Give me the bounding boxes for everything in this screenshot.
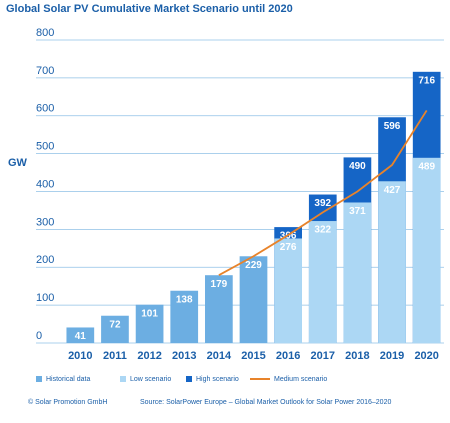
value-label: 427 xyxy=(384,185,401,196)
y-tick-label: 700 xyxy=(36,65,54,77)
line xyxy=(218,109,428,276)
bar xyxy=(308,221,337,343)
value-label: 179 xyxy=(211,279,228,290)
value-label: 371 xyxy=(349,206,366,217)
value-label: 138 xyxy=(176,294,193,305)
legend-swatch xyxy=(186,376,192,382)
value-label: 490 xyxy=(349,161,366,172)
value-label: 101 xyxy=(141,308,158,319)
bar xyxy=(66,327,95,343)
value-label: 489 xyxy=(418,161,435,172)
x-tick-label: 2013 xyxy=(172,350,196,362)
chart-title: Global Solar PV Cumulative Market Scenar… xyxy=(6,3,293,15)
x-tick-label: 2018 xyxy=(345,350,369,362)
y-tick-label: 800 xyxy=(36,27,54,39)
legend-label: Medium scenario xyxy=(274,376,327,383)
y-tick-label: 0 xyxy=(36,330,42,342)
x-tick-label: 2019 xyxy=(380,350,404,362)
bar xyxy=(170,290,199,343)
y-tick-label: 400 xyxy=(36,178,54,190)
value-label: 322 xyxy=(314,225,331,236)
y-axis-label: GW xyxy=(8,157,28,169)
y-tick-label: 600 xyxy=(36,103,54,115)
bar xyxy=(239,256,268,343)
value-label: 716 xyxy=(418,75,435,86)
x-tick-label: 2014 xyxy=(207,350,232,362)
value-label: 229 xyxy=(245,260,262,271)
x-tick-label: 2010 xyxy=(68,350,92,362)
y-tick-label: 100 xyxy=(36,292,54,304)
footer-credit: © Solar Promotion GmbH xyxy=(28,398,107,406)
value-label: 596 xyxy=(384,121,401,132)
y-tick-label: 500 xyxy=(36,141,54,153)
y-tick-label: 300 xyxy=(36,216,54,228)
bar xyxy=(274,238,302,343)
value-label: 72 xyxy=(109,319,121,330)
legend-swatch xyxy=(36,376,42,382)
value-label: 392 xyxy=(314,198,331,209)
y-tick-label: 200 xyxy=(36,254,54,266)
bar xyxy=(412,157,441,343)
value-label: 276 xyxy=(280,242,297,253)
bar xyxy=(378,181,406,343)
legend-swatch xyxy=(120,376,126,382)
x-tick-label: 2011 xyxy=(103,350,127,362)
bar xyxy=(205,275,233,343)
legend-label: Historical data xyxy=(46,376,90,383)
value-label: 41 xyxy=(75,331,87,342)
x-tick-label: 2012 xyxy=(137,350,161,362)
legend-label: High scenario xyxy=(196,376,239,383)
x-tick-label: 2020 xyxy=(414,350,438,362)
x-tick-label: 2016 xyxy=(276,350,300,362)
bar xyxy=(101,315,129,343)
footer-source: Source: SolarPower Europe – Global Marke… xyxy=(140,399,391,406)
x-tick-label: 2017 xyxy=(311,350,335,362)
legend-label: Low scenario xyxy=(130,376,171,383)
value-label: 306 xyxy=(280,231,297,242)
bar xyxy=(343,202,372,343)
x-tick-label: 2015 xyxy=(241,350,265,362)
bar xyxy=(135,304,164,343)
